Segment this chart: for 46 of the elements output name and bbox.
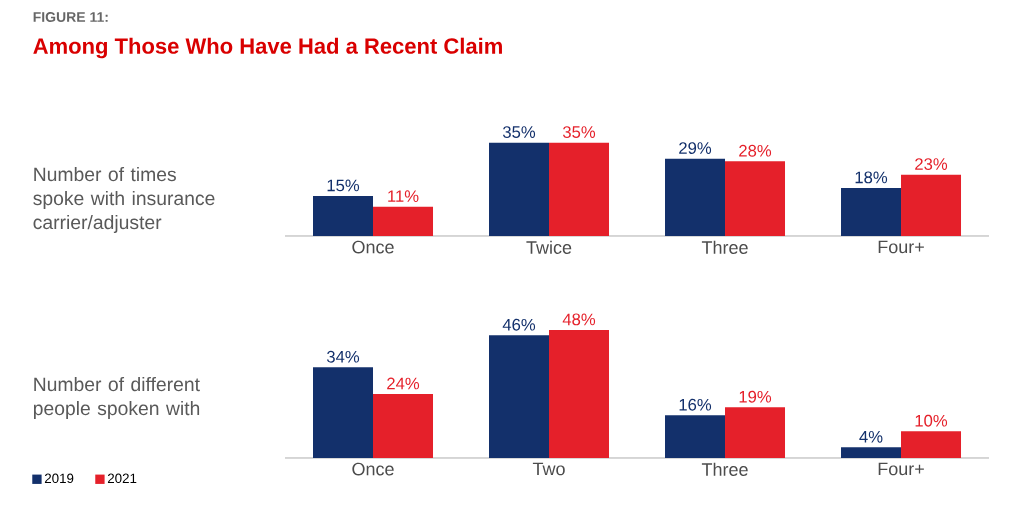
bar: [313, 367, 373, 458]
data-label: 48%: [562, 313, 596, 326]
data-label: 34%: [326, 350, 360, 363]
data-label: 10%: [915, 414, 948, 427]
x-tick-label: Four+: [878, 462, 924, 476]
bar: [725, 407, 786, 458]
bar: [725, 161, 786, 236]
data-label: 35%: [562, 126, 596, 138]
data-label: 23%: [915, 158, 948, 170]
data-label: 18%: [855, 171, 888, 184]
bar: [841, 447, 902, 458]
x-tick-label: Four+: [878, 240, 924, 254]
data-label: 28%: [739, 144, 772, 157]
x-tick-label: Once: [352, 462, 394, 476]
y-axis-title: Number of different people spoken with: [33, 376, 200, 420]
bar: [549, 142, 610, 236]
caption: FIGURE 11:: [33, 12, 108, 22]
bar: [665, 158, 726, 236]
x-tick-label: Three: [701, 240, 748, 254]
bar: [665, 415, 726, 458]
bar: [549, 330, 609, 458]
data-label: 4%: [859, 430, 883, 443]
x-tick-label: Three: [701, 462, 748, 476]
x-tick-label: Twice: [526, 240, 572, 254]
data-label: 16%: [679, 398, 712, 411]
y-axis-title: Number of times spoke with insurance carrier/adjuster: [33, 166, 215, 234]
bar: [313, 196, 373, 236]
legend-label: 2021: [107, 473, 137, 484]
data-label: 35%: [502, 126, 536, 138]
bar: [901, 174, 962, 236]
x-tick-label: Once: [352, 240, 394, 254]
bar: [489, 335, 549, 458]
chart-title: Among Those Who Have Had a Recent Claim: [33, 37, 502, 59]
bar: [373, 394, 433, 458]
data-label: 11%: [388, 190, 419, 202]
data-label: 46%: [502, 318, 536, 331]
bar: [841, 188, 902, 236]
x-tick-label: Two: [532, 462, 565, 476]
data-label: 15%: [327, 179, 360, 192]
legend-label: 2019: [44, 473, 74, 484]
bar: [901, 431, 962, 458]
bar: [373, 206, 434, 236]
data-label: 29%: [679, 142, 712, 154]
data-label: 19%: [739, 390, 772, 403]
data-label: 24%: [387, 377, 420, 390]
bar: [489, 142, 550, 236]
